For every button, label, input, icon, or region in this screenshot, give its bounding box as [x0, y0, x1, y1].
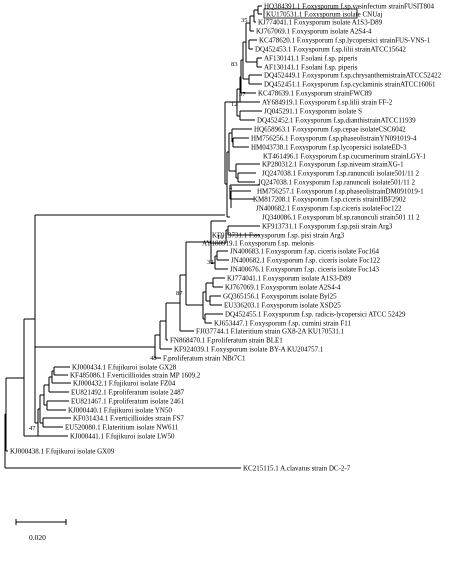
bootstrap-value: 12 [231, 101, 238, 108]
leaf-label: KJ000438.1 F.fujikuroi isolate GX09 [10, 448, 115, 456]
scale-bar-label: 0.020 [29, 533, 46, 542]
bootstrap-value: 83 [231, 61, 238, 68]
leaf-label: HM756257.1 F.oxysporum f.sp.phaseolistra… [257, 188, 424, 196]
leaf-label: JQ247038.1 F.oxysporum f.sp.ranunculi is… [262, 170, 420, 178]
leaf-label: DQ452449.1 F.oxysporum f.sp.chrysanthemi… [264, 72, 442, 80]
leaf-label: JQ247038.1 F.oxysporum f.sp.ranunculi is… [258, 179, 416, 187]
leaf-label: KJ774041.1 F.oxysporum isolate A1S3-D89 [258, 19, 383, 27]
leaf-label: EU336203.1 F.oxysporum isolate XSD25 [224, 302, 341, 310]
leaf-label: KJ000441.1 F.fujikuroi isolate LW50 [70, 433, 175, 441]
leaf-label: JN400676.1 F.oxysporum f.sp. ciceris iso… [230, 266, 379, 274]
leaf-label: KJ000432.1 F.fujikuroi isolate FZ04 [73, 380, 176, 388]
leaf-label: KF924039.1 F.oxysporum isolate BY-A KU20… [174, 346, 324, 354]
leaf-label: KJ767069.1 F.oxysporum isolate A2S4-4 [256, 28, 372, 36]
bootstrap-value: 4 [229, 185, 233, 192]
tree-leaf-labels: HQ384391.1 F.oxysporum f.sp.vasinfectum … [10, 3, 442, 473]
leaf-label: KJ000434.1 F.fujikuroi isolate GX28 [72, 364, 177, 372]
bootstrap-value: 16 [217, 234, 224, 241]
leaf-label: KJ000440.1 F.fujikuroi isolate YN50 [68, 407, 172, 415]
bootstrap-value: 35 [241, 17, 248, 24]
leaf-label: KC478620.1 F.oxysporum f.sp.lycopersici … [259, 37, 431, 45]
leaf-label: JN400682.1 F.oxysporum f.sp.ciceris isol… [256, 205, 402, 213]
leaf-label: HQ384391.1 F.oxysporum f.sp.vasinfectum … [264, 3, 434, 11]
leaf-label: KJ774041.1 F.oxysporum isolate A1S3-D89 [227, 275, 352, 283]
leaf-label: EU520080.1 F.lateritium isolate NW611 [65, 424, 179, 432]
leaf-label: JQ045291.1 F.oxysporum isolate S [264, 108, 362, 116]
leaf-label: JQ340086.1 F.oxysporum bf.sp.ranunculi s… [262, 214, 420, 222]
leaf-label: AY684919.1 F.oxysporum f.sp.lilii strain… [262, 99, 393, 107]
leaf-label: GQ365156.1 F.oxysporum isolate Byl25 [223, 293, 337, 301]
leaf-label: HQ658963.1 F.oxysporum f.sp.cepae isolat… [254, 126, 406, 134]
leaf-label: KM817208.1 F.oxysporum f.sp.ciceris stra… [253, 196, 406, 204]
bootstrap-value: 87 [176, 290, 183, 297]
leaf-label: F.proliferatum strain NBt7C1 [163, 355, 246, 363]
leaf-label: KF485086.1 F.verticillioides strain MP 1… [70, 372, 201, 380]
bootstrap-value: 48 [150, 355, 157, 362]
leaf-label: FJ037744.1 F.lateritium strain GX8-2A KU… [196, 328, 345, 336]
leaf-label: KP280312.1 F.oxysporum f.sp.niveum strai… [262, 161, 404, 169]
leaf-label: DQ452453.1 F.oxysporum f.sp.lilii strain… [255, 46, 406, 54]
leaf-label: DQ452455.1 F.oxysporum f.sp. radicis-lyc… [225, 311, 406, 319]
leaf-label: KC215115.1 A.clavatus strain DC-2-7 [243, 465, 351, 473]
leaf-label: AF130141.1 F.solani f.sp. piperis [264, 64, 358, 72]
leaf-label: FN868470.1 F.proliferatum strain BLE1 [170, 337, 283, 345]
tree-branches [4, 5, 262, 469]
leaf-label: JN400682.1 F.oxysporum f.sp. ciceris iso… [231, 257, 380, 265]
leaf-label: HM756256.1 F.oxysporum f.sp.phaseolistra… [251, 135, 417, 143]
leaf-label: DQ452452.1 F.oxysporum f.sp.dianthistrai… [257, 117, 416, 125]
leaf-label: EU821492.1 F.proliferatum isolate 2487 [71, 389, 185, 397]
scale-bar: 0.020 [15, 519, 67, 542]
leaf-label: KJ767069.1 F.oxysporum isolate A2S4-4 [225, 284, 341, 292]
bootstrap-value: 47 [29, 425, 36, 432]
bootstrap-value: 57 [239, 91, 246, 98]
leaf-label: DQ452451.1 F.oxysporum f.sp.cyclaminis s… [264, 81, 436, 89]
leaf-label: KT461496.1 F.oxysporum f.sp.cucumerinum … [263, 153, 426, 161]
leaf-label: EU821467.1 F.proliferatum isolate 2461 [71, 398, 185, 406]
leaf-label: KU170531.1 F.oxysporum isolate CNUaj [266, 11, 382, 19]
leaf-label: KF913731.1 F.oxysporum f.sp. pisi strain… [212, 232, 345, 240]
highlighted-query-box [263, 8, 358, 19]
leaf-label: JN400683.1 F.oxysporum f.sp. ciceris iso… [230, 248, 379, 256]
leaf-label: KF031434.1 F.verticillioides strain FS7 [73, 415, 184, 423]
leaf-label: KF913731.1 F.oxysporum f.sp.psii strain … [262, 223, 393, 231]
leaf-label: AF130141.1 F.solani f.sp. piperis [264, 55, 358, 63]
bootstrap-value: 32 [207, 259, 214, 266]
leaf-label: HM043738.1 F.oxysporum f.sp.lycopersici … [251, 144, 407, 152]
leaf-label: KJ653447.1 F.oxysporum f.sp. cumini stra… [214, 320, 352, 328]
leaf-label: KC478639.1 F.oxysporum strainFWC89 [258, 90, 372, 98]
leaf-label: AY188919.1 F.oxysporum f.sp. melonis [202, 240, 314, 248]
